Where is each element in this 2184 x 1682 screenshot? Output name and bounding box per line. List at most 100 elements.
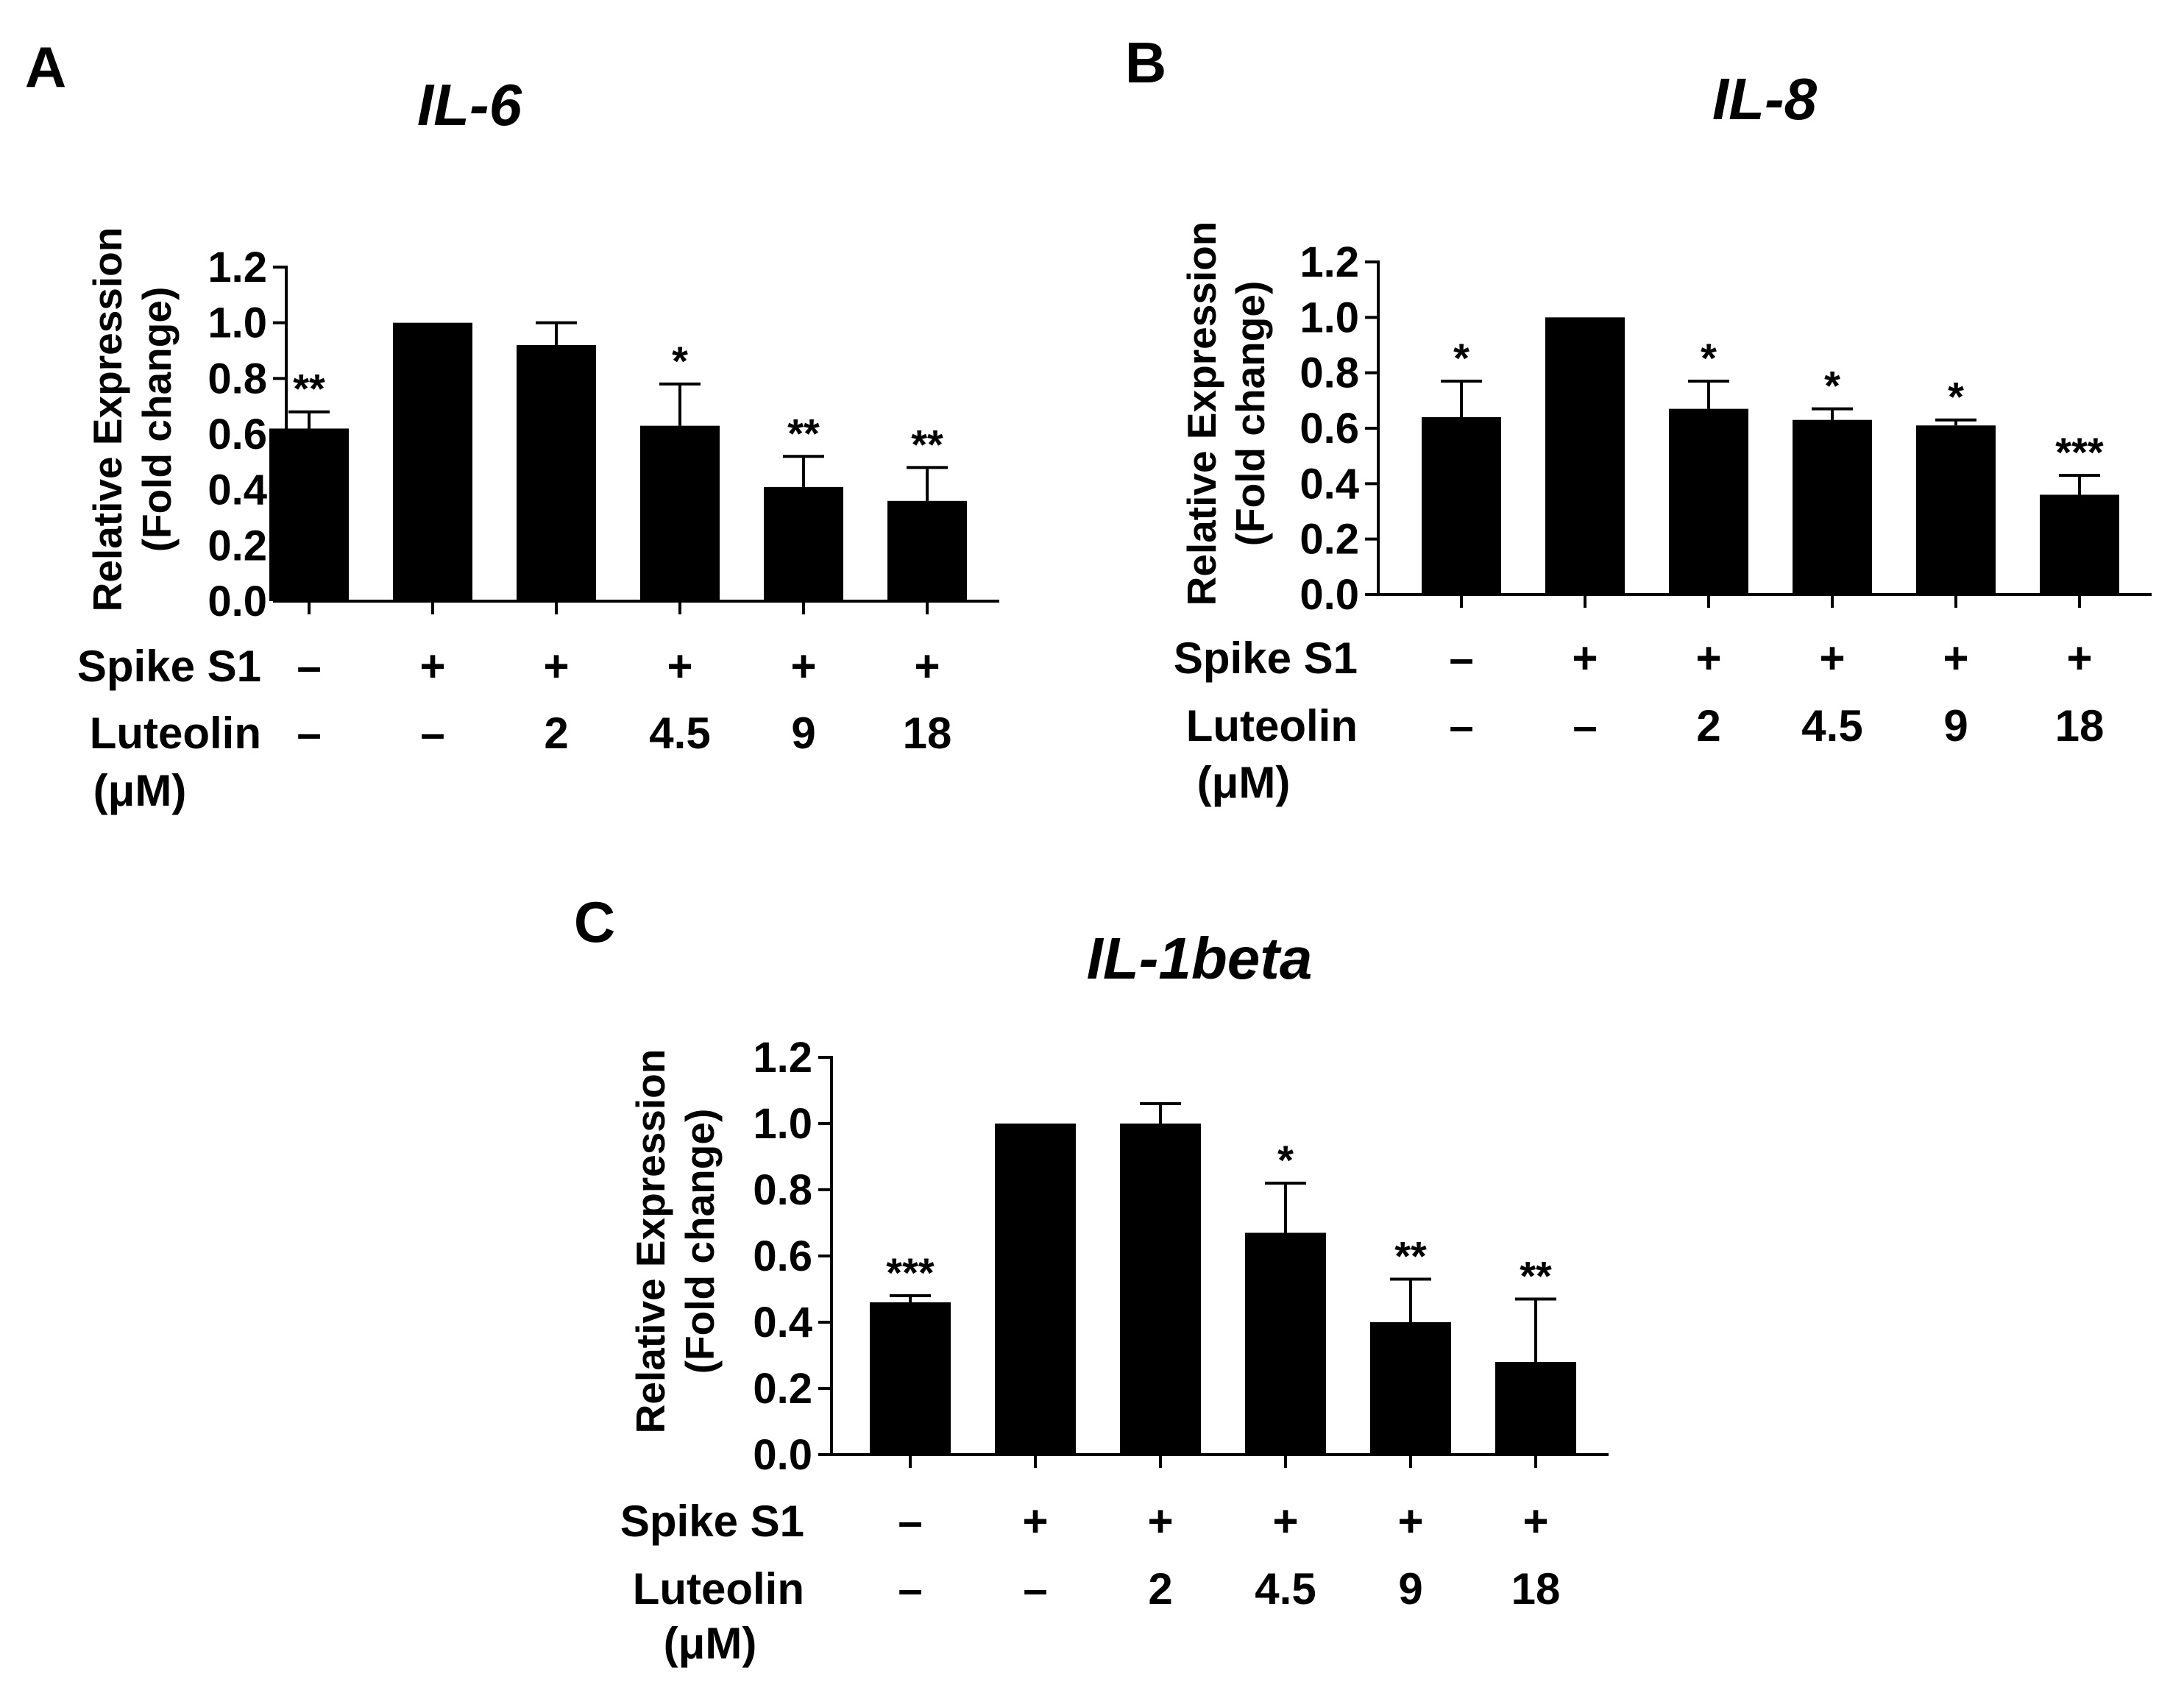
y-tick-label: 0.2 (208, 522, 267, 569)
spike-s1-value: + (1819, 634, 1845, 683)
y-axis-title-units: (Fold change) (1227, 281, 1273, 547)
significance-label: ** (293, 366, 325, 412)
y-tick-label: 0.2 (1300, 516, 1359, 564)
luteolin-value: 4.5 (1255, 1564, 1316, 1614)
luteolin-value: – (1023, 1564, 1047, 1614)
panel-a: A IL-6 Relative Expression (Fold change) 0.0… (25, 35, 999, 815)
bar (995, 1124, 1076, 1455)
luteolin-value: – (1573, 701, 1597, 750)
significance-label: ** (1394, 1233, 1427, 1280)
bar (1669, 408, 1748, 595)
spike-s1-value: + (1943, 634, 1968, 683)
y-tick-label: 0.4 (208, 466, 267, 514)
y-axis-title: Relative Expression (1179, 221, 1224, 606)
luteolin-value: 18 (1511, 1564, 1561, 1614)
luteolin-value: 2 (544, 709, 568, 758)
significance-label: ** (787, 410, 820, 456)
y-axis-title: Relative Expression (85, 227, 130, 612)
spike-s1-value: + (1272, 1497, 1298, 1546)
bar (1422, 416, 1501, 595)
y-tick-label: 1.0 (208, 299, 267, 347)
luteolin-value: 18 (2055, 701, 2105, 750)
chart-title: IL-8 (1712, 66, 1818, 132)
luteolin-value: 9 (1398, 1564, 1422, 1614)
y-tick-label: 1.2 (1300, 238, 1359, 286)
row-label-luteolin: Luteolin (90, 709, 261, 758)
spike-s1-value: + (667, 642, 692, 691)
significance-label: * (1824, 363, 1840, 409)
row-label-luteolin-unit: (μM) (93, 766, 187, 815)
panel-b: B IL-8 Relative Expression (Fold change) 0.0… (1125, 30, 2152, 807)
y-tick-label: 0.2 (753, 1365, 812, 1413)
y-tick-label: 0.0 (753, 1431, 812, 1479)
y-axis-title-units: (Fold change) (134, 287, 180, 553)
panel-letter: B (1125, 30, 1166, 95)
luteolin-value: 9 (1943, 701, 1968, 750)
row-label-spike-s1: Spike S1 (1174, 634, 1358, 683)
y-tick-label: 0.6 (208, 411, 267, 458)
panel-letter: C (574, 890, 615, 954)
y-tick-label: 0.6 (1300, 405, 1359, 453)
spike-s1-value: + (1147, 1497, 1173, 1546)
panel-letter: A (25, 35, 66, 99)
spike-s1-value: + (914, 642, 940, 691)
spike-s1-value: + (1572, 634, 1598, 683)
spike-s1-value: + (1022, 1497, 1048, 1546)
significance-label: ** (1520, 1253, 1552, 1299)
luteolin-value: – (1449, 701, 1473, 750)
y-tick-label: 1.2 (753, 1034, 812, 1082)
bar (764, 486, 843, 601)
y-tick-label: 0.8 (753, 1166, 812, 1214)
luteolin-value: 9 (791, 709, 815, 758)
bar (393, 322, 472, 601)
luteolin-value: – (420, 709, 444, 758)
row-label-luteolin: Luteolin (633, 1564, 804, 1614)
y-tick-label: 1.2 (208, 244, 267, 291)
bar (1545, 317, 1625, 595)
row-label-luteolin-unit: (μM) (664, 1619, 757, 1668)
bar (870, 1302, 951, 1455)
significance-label: * (672, 338, 688, 384)
luteolin-value: 18 (903, 709, 952, 758)
bar (640, 425, 720, 601)
significance-label: * (1948, 374, 1964, 420)
bar (887, 500, 967, 601)
significance-label: *** (2055, 429, 2104, 475)
spike-s1-value: – (297, 642, 321, 691)
bar (1245, 1232, 1326, 1455)
y-tick-label: 0.8 (1300, 349, 1359, 397)
row-label-spike-s1: Spike S1 (620, 1497, 804, 1546)
bar (1370, 1322, 1451, 1455)
y-tick-label: 0.4 (1300, 460, 1359, 508)
y-axis-title-units: (Fold change) (677, 1109, 723, 1374)
spike-s1-value: – (898, 1497, 922, 1546)
spike-s1-value: + (1397, 1497, 1423, 1546)
significance-label: * (1453, 335, 1469, 381)
luteolin-value: 2 (1696, 701, 1720, 750)
y-tick-label: 0.4 (753, 1299, 812, 1346)
significance-label: *** (886, 1249, 935, 1296)
y-tick-label: 0.0 (208, 578, 267, 625)
bar (1916, 425, 1996, 595)
spike-s1-value: + (1522, 1497, 1548, 1546)
y-tick-label: 0.0 (1300, 571, 1359, 619)
significance-label: * (1701, 335, 1717, 381)
row-label-luteolin-unit: (μM) (1197, 758, 1291, 807)
spike-s1-value: + (790, 642, 816, 691)
luteolin-value: – (898, 1564, 922, 1614)
bar (1120, 1124, 1201, 1455)
row-label-spike-s1: Spike S1 (77, 642, 261, 691)
spike-s1-value: + (1695, 634, 1721, 683)
chart-title: IL-6 (417, 72, 522, 138)
y-tick-label: 1.0 (1300, 294, 1359, 341)
spike-s1-value: + (543, 642, 569, 691)
y-tick-label: 0.8 (208, 355, 267, 402)
spike-s1-value: + (419, 642, 445, 691)
significance-label: ** (911, 421, 943, 467)
y-tick-label: 0.6 (753, 1232, 812, 1280)
bar (517, 344, 596, 601)
spike-s1-value: – (1449, 634, 1473, 683)
luteolin-value: 2 (1148, 1564, 1172, 1614)
panel-c: C IL-1beta Relative Expression (Fold change… (574, 890, 1609, 1668)
significance-label: * (1277, 1137, 1294, 1183)
